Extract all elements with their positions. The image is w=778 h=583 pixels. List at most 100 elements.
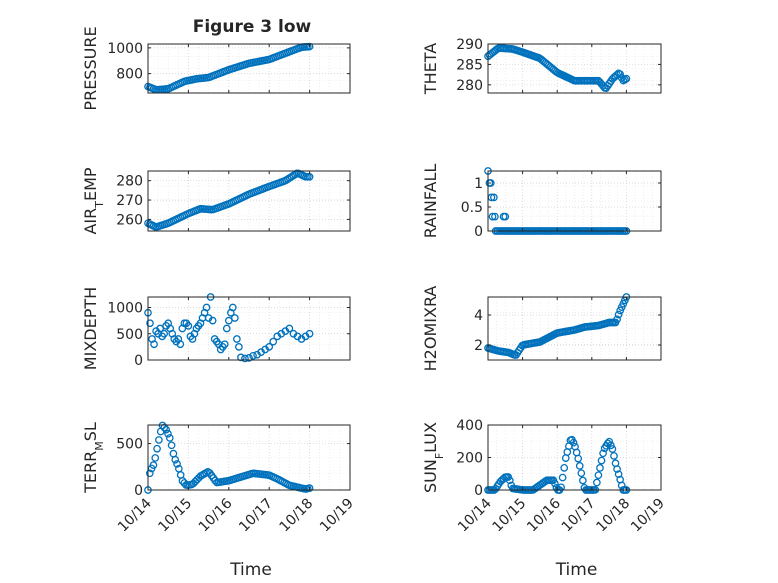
subplot-theta: 280 285 290 THETA (421, 37, 662, 95)
y-tick-label: 200 (456, 451, 483, 467)
data-point (305, 484, 314, 492)
y-tick-label: 500 (116, 437, 143, 453)
data-point (597, 456, 606, 465)
y-tick-label: 0 (474, 224, 483, 240)
data-point (558, 473, 567, 482)
minor-grid (488, 297, 661, 360)
data-point (557, 483, 565, 492)
grid (487, 297, 662, 360)
data-point (155, 436, 163, 444)
y-axis-label: MIXDEPTH (81, 287, 100, 370)
data-point (614, 310, 623, 319)
data-point (305, 329, 314, 338)
data-point (245, 354, 253, 362)
axes-box (147, 170, 351, 232)
data-point (249, 351, 257, 360)
y-tick-label: 260 (116, 212, 143, 228)
data-point (149, 461, 158, 469)
data-point (165, 434, 174, 442)
data-point (605, 437, 614, 446)
axes-box (147, 43, 351, 94)
y-tick-label: 400 (456, 418, 483, 434)
data-point (173, 460, 181, 468)
data-point (551, 479, 559, 488)
y-tick-label: 800 (116, 67, 143, 83)
data-series (484, 435, 631, 494)
y-tick-label: 0 (134, 353, 143, 369)
y-tick-label: 2 (474, 338, 483, 354)
subplot-rainfall: 0 0.5 1 RAINFALL (421, 164, 662, 240)
tick-marks (487, 171, 662, 232)
data-point (167, 441, 176, 450)
axes-box (147, 296, 351, 361)
figure-title: Figure 3 low (193, 17, 312, 37)
data-point (577, 469, 586, 478)
axes-box (487, 296, 662, 361)
data-point (594, 471, 603, 480)
data-point (593, 478, 601, 487)
subplot-terr-msl: 0 500 TERRMSL 10/14 10/15 10/16 10/17 10/18 10/1… (81, 421, 357, 580)
tick-marks (147, 425, 351, 491)
minor-grid (148, 297, 350, 360)
data-point (491, 212, 499, 221)
data-point (231, 314, 239, 322)
data-point (233, 335, 241, 343)
subplot-air-temp: 260 270 280 AIRTEMP (81, 167, 351, 235)
x-tick-label: 10/16 (196, 495, 236, 535)
data-point (145, 469, 154, 478)
data-point (622, 74, 631, 83)
data-series (144, 169, 314, 231)
x-tick-label: 10/15 (155, 496, 195, 536)
subplot-mixdepth: 0 500 1000 MIXDEPTH (81, 287, 351, 370)
y-axis-label: RAINFALL (421, 164, 440, 239)
y-axis-label: SUNFLUX (421, 422, 446, 493)
tick-marks (147, 297, 351, 361)
tick-marks (487, 297, 662, 360)
x-tick-label: 10/15 (490, 496, 530, 536)
axes-box (487, 170, 662, 232)
y-axis-label: H2OMIXRA (421, 286, 440, 372)
data-point (505, 476, 514, 485)
x-tick-label: 10/18 (277, 496, 317, 536)
subplot-sun-flux: 0 200 400 SUNFLUX 10/1410/1510/1610/1710/181… (421, 418, 668, 580)
data-point (164, 429, 172, 438)
y-tick-label: 290 (456, 37, 483, 53)
data-point (156, 324, 164, 333)
x-tick-label: 10/14 (115, 495, 155, 535)
data-point (501, 212, 510, 221)
data-series (144, 293, 314, 363)
y-tick-label: 500 (116, 327, 143, 343)
data-point (202, 303, 211, 312)
data-point (241, 354, 249, 363)
y-axis-label: PRESSURE (81, 26, 100, 110)
y-tick-label: 4 (474, 308, 483, 324)
y-tick-label: 1 (474, 176, 483, 192)
data-point (610, 452, 618, 460)
x-tick-label: 10/17 (236, 496, 276, 536)
subplot-pressure: 800 1000 PRESSURE (81, 26, 351, 111)
tick-marks (147, 44, 351, 93)
y-axis-label: AIRTEMP (81, 167, 106, 234)
data-point (579, 476, 587, 485)
data-point (596, 464, 604, 472)
axes-box (147, 424, 351, 491)
data-point (613, 315, 621, 324)
tick-marks (487, 43, 662, 93)
y-tick-label: 0 (134, 483, 143, 499)
data-point (490, 193, 498, 202)
x-tick-label: 10/14 (455, 495, 495, 535)
y-tick-label: 270 (116, 193, 143, 209)
minor-grid (488, 171, 661, 231)
data-point (150, 340, 158, 349)
data-point (599, 449, 607, 458)
data-point (305, 42, 314, 51)
x-tick-label: 10/18 (593, 496, 633, 536)
data-point (237, 353, 245, 362)
data-point (151, 454, 160, 462)
y-tick-label: 280 (116, 174, 143, 190)
x-tick-label: 10/19 (628, 496, 668, 536)
data-point (616, 70, 625, 79)
data-point (153, 444, 161, 453)
